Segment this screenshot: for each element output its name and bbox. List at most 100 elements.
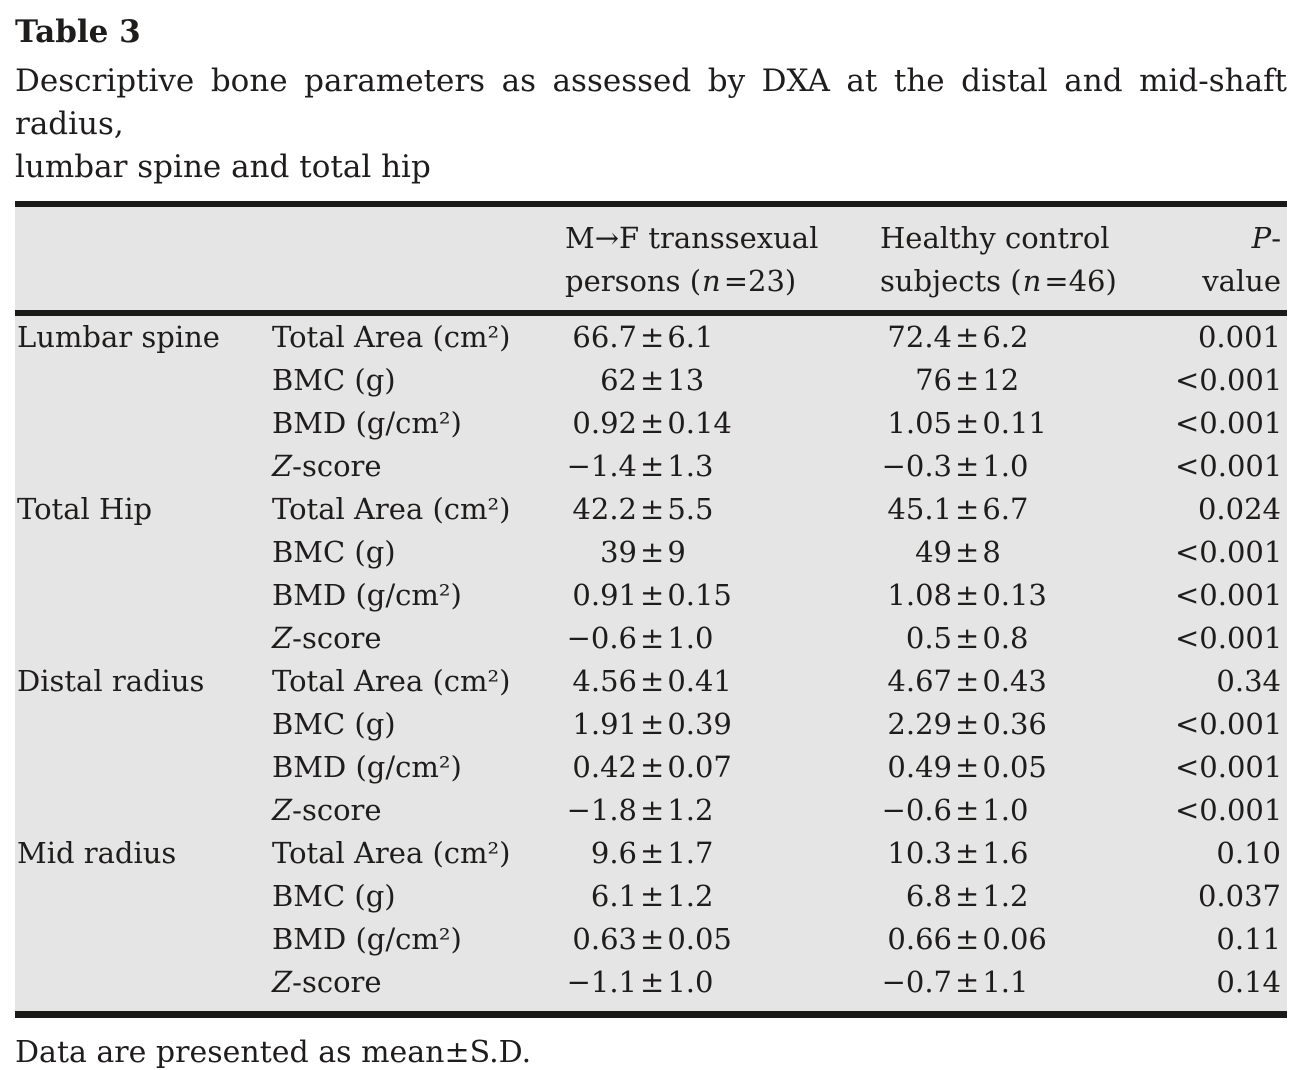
mean-value: 9.6: [590, 836, 637, 870]
header-control-group: Healthy control subjects (n =46): [880, 217, 1175, 303]
parameter-italic: Z: [272, 449, 293, 483]
parameter-cell: Z-score: [272, 961, 565, 1004]
p-value-cell: <0.001: [1175, 750, 1283, 784]
mean-value: −0.7: [881, 965, 952, 999]
region-cell: [15, 617, 272, 660]
header-transsexual-line1: M→F transsexual: [565, 221, 819, 255]
region-cell: [15, 875, 272, 918]
mean-value: 72.4: [887, 320, 952, 354]
plus-minus-sign: ±: [640, 492, 665, 526]
mean-value: 1.08: [887, 578, 952, 612]
parameter-label: BMC (g): [272, 535, 396, 569]
plus-minus-sign: ±: [640, 363, 665, 397]
mean-value: 0.49: [887, 750, 952, 784]
sd-value: 0.14: [667, 406, 732, 440]
transsexual-value-cell: −1.4 ±1.3: [565, 445, 880, 488]
n-symbol: n: [1022, 264, 1042, 298]
mean-value: 49: [915, 535, 952, 569]
region-cell: [15, 703, 272, 746]
parameter-cell: Total Area (cm²): [272, 660, 565, 703]
sd-value: 0.07: [667, 750, 732, 784]
table-row: BMD (g/cm²) 0.63 ±0.05 0.66 ±0.06 0.11: [15, 918, 1287, 961]
region-cell: [15, 531, 272, 574]
sd-value: 8: [982, 535, 1001, 569]
mean-value: −0.3: [881, 449, 952, 483]
parameter-cell: BMC (g): [272, 359, 565, 402]
transsexual-value-cell: 39 ±9: [565, 531, 880, 574]
p-value-cell: <0.001: [1175, 707, 1283, 741]
sd-value: 0.13: [982, 578, 1047, 612]
plus-minus-sign: ±: [955, 879, 980, 913]
control-value-cell: 72.4 ±6.2: [880, 316, 1175, 359]
plus-minus-sign: ±: [640, 320, 665, 354]
table-row: BMC (g) 6.1 ±1.2 6.8 ±1.2 0.037: [15, 875, 1287, 918]
transsexual-value-cell: 0.91 ±0.15: [565, 574, 880, 617]
plus-minus-sign: ±: [955, 793, 980, 827]
data-table: M→F transsexual persons (n =23) Healthy c…: [15, 201, 1287, 1018]
caption-line-1: Descriptive bone parameters as assessed …: [15, 63, 1287, 142]
header-text: persons (: [565, 264, 702, 298]
region-cell: [15, 746, 272, 789]
mean-value: 76: [915, 363, 952, 397]
p-value-cell: 0.001: [1197, 320, 1281, 354]
plus-minus-sign: ±: [640, 793, 665, 827]
parameter-label: BMC (g): [272, 707, 396, 741]
parameter-label: Total Area (cm²): [272, 492, 511, 526]
plus-minus-sign: ±: [955, 406, 980, 440]
table-row: Z-score −1.4 ±1.3 −0.3 ±1.0 <0.001: [15, 445, 1287, 488]
mean-value: 0.42: [572, 750, 637, 784]
table-row: Distal radius Total Area (cm²) 4.56 ±0.41…: [15, 660, 1287, 703]
p-value-cell: <0.001: [1175, 406, 1283, 440]
table-title: Table 3: [15, 14, 141, 50]
transsexual-value-cell: 4.56 ±0.41: [565, 660, 880, 703]
p-value-cell: 0.11: [1216, 922, 1281, 956]
plus-minus-sign: ±: [640, 922, 665, 956]
region-cell: [15, 445, 272, 488]
control-value-cell: 2.29 ±0.36: [880, 703, 1175, 746]
parameter-label: BMD (g/cm²): [272, 922, 462, 956]
sd-value: 13: [667, 363, 705, 397]
mean-value: −1.1: [566, 965, 637, 999]
parameter-cell: Z-score: [272, 617, 565, 660]
plus-minus-sign: ±: [955, 750, 980, 784]
sd-value: 0.06: [982, 922, 1047, 956]
p-value-cell: 0.10: [1216, 836, 1281, 870]
sd-value: 12: [982, 363, 1020, 397]
table-caption: Descriptive bone parameters as assessed …: [15, 60, 1287, 189]
sd-value: 0.05: [667, 922, 732, 956]
mean-value: 2.29: [887, 707, 952, 741]
transsexual-value-cell: 9.6 ±1.7: [565, 832, 880, 875]
plus-minus-sign: ±: [955, 492, 980, 526]
table-row: Z-score −0.6 ±1.0 0.5 ±0.8 <0.001: [15, 617, 1287, 660]
mean-value: −1.4: [566, 449, 637, 483]
parameter-label: -score: [292, 793, 382, 827]
control-value-cell: −0.7 ±1.1: [880, 961, 1175, 1004]
sd-value: 1.2: [667, 879, 714, 913]
parameter-cell: BMD (g/cm²): [272, 574, 565, 617]
plus-minus-sign: ±: [640, 664, 665, 698]
sd-value: 0.41: [667, 664, 732, 698]
mean-value: 10.3: [887, 836, 952, 870]
parameter-italic: Z: [272, 793, 293, 827]
header-text: subjects (: [880, 264, 1022, 298]
table-header-row: M→F transsexual persons (n =23) Healthy c…: [15, 207, 1287, 316]
mean-value: −1.8: [566, 793, 637, 827]
sd-value: 1.2: [982, 879, 1029, 913]
transsexual-value-cell: 0.92 ±0.14: [565, 402, 880, 445]
sd-value: 1.0: [982, 793, 1029, 827]
control-value-cell: 0.66 ±0.06: [880, 918, 1175, 961]
parameter-label: BMC (g): [272, 879, 396, 913]
control-value-cell: 49 ±8: [880, 531, 1175, 574]
plus-minus-sign: ±: [955, 578, 980, 612]
mean-value: −0.6: [881, 793, 952, 827]
control-value-cell: 76 ±12: [880, 359, 1175, 402]
mean-value: 1.05: [887, 406, 952, 440]
header-control-line1: Healthy control: [880, 221, 1110, 255]
transsexual-value-cell: 1.91 ±0.39: [565, 703, 880, 746]
table-row: Mid radius Total Area (cm²) 9.6 ±1.7 10.3…: [15, 832, 1287, 875]
table-row: Total Hip Total Area (cm²) 42.2 ±5.5 45.1…: [15, 488, 1287, 531]
mean-value: −0.6: [566, 621, 637, 655]
region-cell: Total Hip: [17, 492, 153, 526]
table-row: Z-score −1.8 ±1.2 −0.6 ±1.0 <0.001: [15, 789, 1287, 832]
parameter-cell: Z-score: [272, 445, 565, 488]
